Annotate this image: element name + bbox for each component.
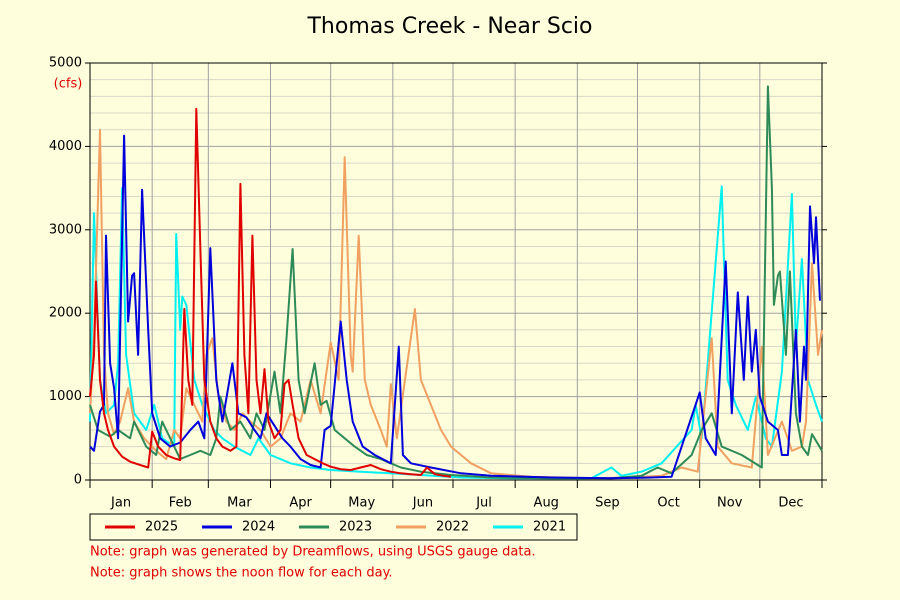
legend-label: 2025 bbox=[145, 520, 178, 535]
series-line bbox=[89, 128, 823, 480]
series-line bbox=[89, 85, 823, 480]
legend-label: 2023 bbox=[339, 520, 372, 535]
legend-label: 2021 bbox=[533, 520, 566, 535]
x-tick-label: May bbox=[348, 496, 375, 511]
y-tick-label: 5000 bbox=[49, 56, 82, 71]
y-tick-label: 1000 bbox=[49, 389, 82, 404]
note: Note: graph shows the noon flow for each… bbox=[90, 566, 393, 581]
x-tick-label: Jun bbox=[412, 496, 433, 511]
legend-label: 2022 bbox=[436, 520, 469, 535]
y-tick-label: 2000 bbox=[49, 306, 82, 321]
x-tick-label: Mar bbox=[227, 496, 252, 511]
plot-frame bbox=[89, 62, 823, 481]
x-tick-label: Aug bbox=[534, 496, 559, 511]
note: Note: graph was generated by Dreamflows,… bbox=[90, 545, 536, 560]
series-line bbox=[89, 134, 821, 480]
x-tick-label: Sep bbox=[595, 496, 620, 511]
x-tick-label: Jul bbox=[475, 496, 492, 511]
x-tick-label: Dec bbox=[778, 496, 803, 511]
series-line bbox=[89, 107, 452, 478]
x-tick-label: Oct bbox=[657, 496, 679, 511]
x-tick-label: Apr bbox=[289, 496, 312, 511]
y-tick-label: 4000 bbox=[49, 139, 82, 154]
legend-box bbox=[89, 513, 578, 541]
y-unit: (cfs) bbox=[54, 77, 83, 92]
y-tick-label: 0 bbox=[74, 473, 82, 488]
legend-label: 2024 bbox=[242, 520, 275, 535]
y-tick-label: 3000 bbox=[49, 222, 82, 237]
chart-title: Thomas Creek - Near Scio bbox=[306, 14, 592, 39]
series-line bbox=[89, 185, 823, 480]
x-tick-label: Jan bbox=[110, 496, 131, 511]
x-tick-label: Nov bbox=[717, 496, 743, 511]
x-tick-label: Feb bbox=[169, 496, 192, 511]
